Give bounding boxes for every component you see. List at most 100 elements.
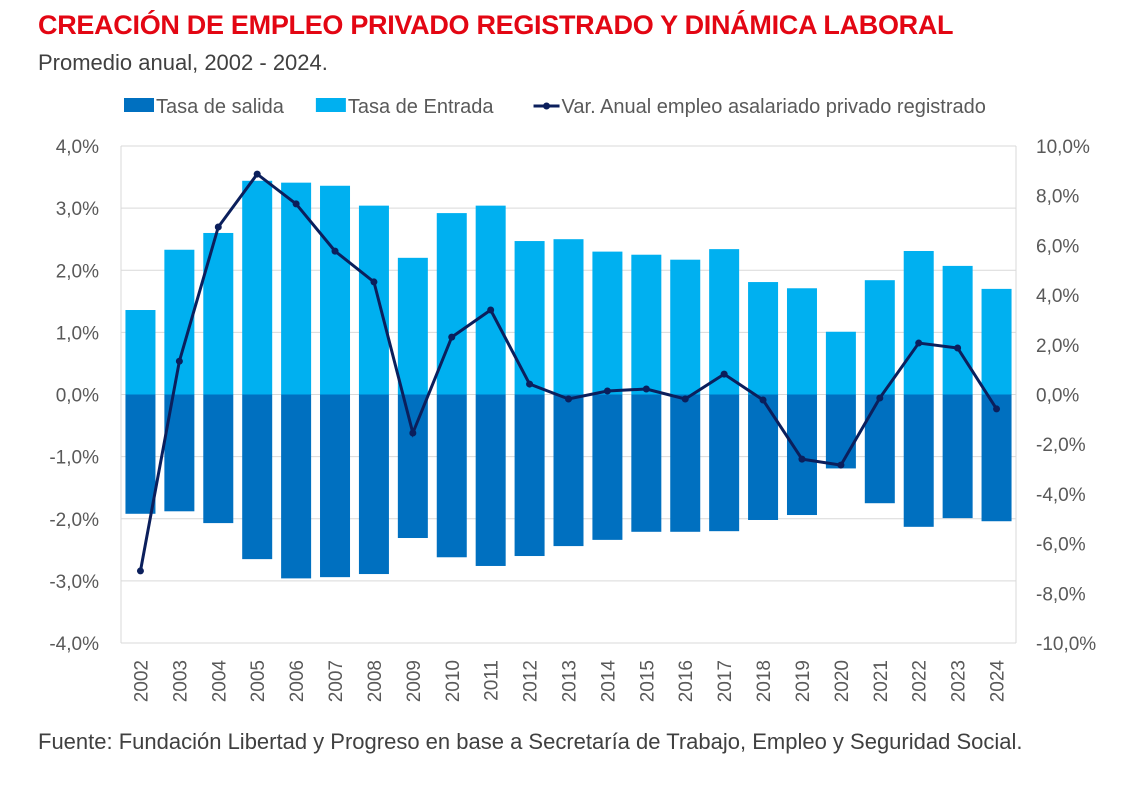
- y-right-tick-label: 10,0%: [1036, 137, 1090, 158]
- bar-tasa-de-entrada: [709, 249, 740, 395]
- line-point: [876, 394, 884, 402]
- legend-swatch: [315, 98, 346, 112]
- legend-marker: [543, 102, 551, 110]
- y-right-tick-label: -4,0%: [1036, 485, 1086, 506]
- legend-label: Var. Anual empleo asalariado privado reg…: [562, 96, 986, 118]
- bar-tasa-de-entrada: [786, 288, 817, 395]
- x-tick-label: 2012: [521, 660, 542, 702]
- x-tick-label: 2021: [871, 660, 892, 702]
- bar-tasa-de-salida: [514, 394, 545, 557]
- bar-tasa-de-salida: [825, 394, 856, 469]
- bar-tasa-de-salida: [670, 394, 701, 532]
- x-tick-label: 2020: [832, 660, 853, 702]
- y-left-tick-label: 2,0%: [56, 261, 99, 282]
- y-left-tick-label: 4,0%: [56, 137, 99, 158]
- line-point: [681, 395, 689, 403]
- bar-tasa-de-salida: [281, 394, 312, 579]
- bar-tasa-de-salida: [320, 394, 351, 578]
- line-point: [370, 278, 378, 286]
- bar-tasa-de-entrada: [981, 288, 1012, 395]
- bar-tasa-de-salida: [125, 394, 156, 514]
- line-point: [331, 247, 339, 255]
- line-point: [526, 380, 534, 388]
- line-point: [448, 333, 456, 341]
- bar-tasa-de-entrada: [942, 265, 973, 395]
- line-point: [915, 339, 923, 347]
- line-point: [642, 385, 650, 393]
- x-tick-label: 2017: [715, 660, 736, 702]
- bar-tasa-de-entrada: [475, 205, 506, 395]
- y-left-tick-label: 1,0%: [56, 323, 99, 344]
- y-left-tick-label: -3,0%: [49, 572, 99, 593]
- y-right-tick-label: 6,0%: [1036, 236, 1079, 257]
- x-tick-label: 2024: [988, 660, 1009, 703]
- x-tick-label: 2004: [209, 660, 230, 703]
- y-right-tick-label: 2,0%: [1036, 336, 1079, 357]
- bar-tasa-de-entrada: [592, 251, 623, 395]
- chart-subtitle: Promedio anual, 2002 - 2024.: [38, 50, 328, 75]
- y-left-tick-label: -2,0%: [49, 510, 99, 531]
- y-right-tick-label: 8,0%: [1036, 187, 1079, 208]
- y-left-tick-label: 3,0%: [56, 199, 99, 220]
- x-tick-label: 2011: [482, 660, 503, 701]
- bar-tasa-de-salida: [709, 394, 740, 532]
- line-point: [603, 387, 611, 395]
- bar-tasa-de-entrada: [670, 259, 701, 395]
- bar-tasa-de-salida: [358, 394, 389, 575]
- bar-tasa-de-entrada: [358, 205, 389, 395]
- bar-tasa-de-salida: [864, 394, 895, 504]
- y-right-tick-label: -8,0%: [1036, 584, 1086, 605]
- line-point: [759, 396, 767, 404]
- bar-tasa-de-entrada: [397, 257, 428, 395]
- bar-tasa-de-salida: [981, 394, 1012, 522]
- bar-tasa-de-entrada: [903, 250, 934, 395]
- y-left-tick-label: -4,0%: [49, 634, 99, 655]
- chart-title: CREACIÓN DE EMPLEO PRIVADO REGISTRADO Y …: [38, 10, 954, 40]
- x-tick-label: 2008: [365, 660, 386, 702]
- bar-tasa-de-entrada: [553, 239, 584, 395]
- line-point: [292, 200, 300, 208]
- x-tick-label: 2003: [170, 660, 191, 702]
- line-point: [954, 344, 962, 352]
- bar-tasa-de-salida: [786, 394, 817, 516]
- x-tick-label: 2014: [598, 660, 619, 703]
- bar-tasa-de-salida: [397, 394, 428, 539]
- bar-tasa-de-salida: [203, 394, 234, 524]
- x-tick-label: 2009: [404, 660, 425, 702]
- y-left-tick-label: -1,0%: [49, 448, 99, 469]
- bar-tasa-de-salida: [631, 394, 662, 532]
- legend-label: Tasa de salida: [156, 96, 285, 118]
- bar-tasa-de-entrada: [125, 310, 156, 395]
- line-point: [720, 370, 728, 378]
- x-tick-label: 2018: [754, 660, 775, 702]
- bar-tasa-de-salida: [942, 394, 973, 519]
- x-tick-label: 2015: [637, 660, 658, 702]
- line-point: [409, 429, 417, 437]
- legend-label: Tasa de Entrada: [348, 96, 495, 118]
- bar-tasa-de-salida: [242, 394, 273, 560]
- x-tick-label: 2019: [793, 660, 814, 702]
- bar-tasa-de-entrada: [631, 254, 662, 395]
- line-point: [487, 306, 495, 314]
- bar-tasa-de-entrada: [242, 180, 273, 395]
- source-note: Fuente: Fundación Libertad y Progreso en…: [38, 729, 1023, 754]
- y-right-tick-label: 0,0%: [1036, 386, 1079, 407]
- y-left-tick-label: 0,0%: [56, 386, 99, 407]
- y-right-tick-label: -10,0%: [1036, 634, 1096, 655]
- bar-tasa-de-entrada: [203, 232, 234, 395]
- line-point: [136, 567, 144, 575]
- x-tick-label: 2006: [287, 660, 308, 702]
- chart-svg: -4,0% -3,0% -2,0% -1,0% 0,0% 1,0% 2,0% 3,0% 4,0%…: [49, 96, 1096, 703]
- line-point: [993, 405, 1001, 413]
- y-right-tick-label: 4,0%: [1036, 286, 1079, 307]
- line-point: [175, 357, 183, 365]
- bar-tasa-de-salida: [592, 394, 623, 540]
- y-right-tick-label: -6,0%: [1036, 535, 1086, 556]
- bar-tasa-de-salida: [903, 394, 934, 527]
- bar-tasa-de-salida: [436, 394, 467, 558]
- bar-tasa-de-entrada: [825, 331, 856, 395]
- legend-swatch: [124, 98, 154, 112]
- x-tick-label: 2005: [248, 660, 269, 702]
- line-point: [253, 170, 261, 178]
